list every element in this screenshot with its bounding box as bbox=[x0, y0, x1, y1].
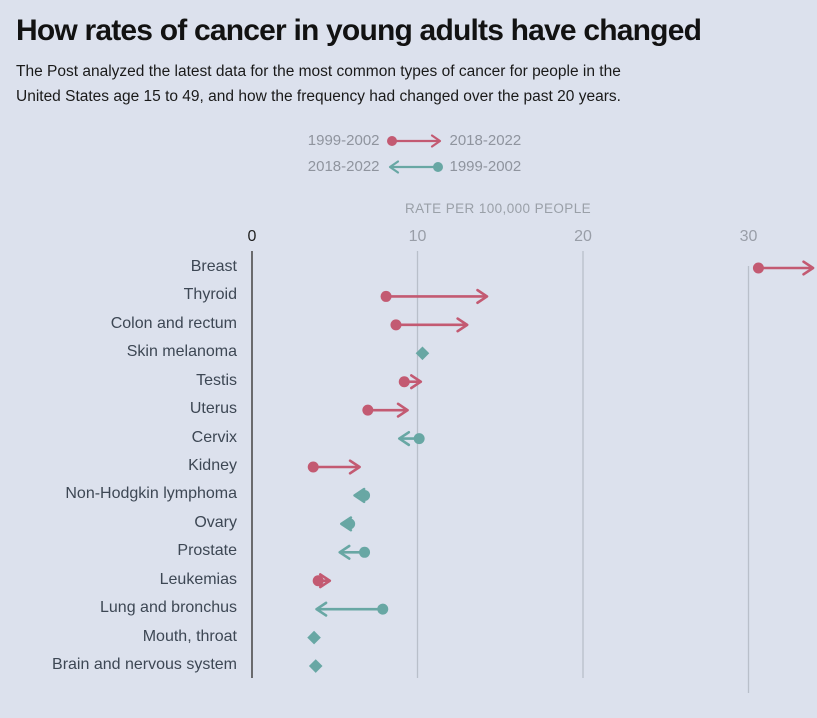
category-label-skin-melanoma: Skin melanoma bbox=[126, 343, 237, 361]
arrow-cervix bbox=[397, 430, 425, 447]
arrow-kidney bbox=[307, 459, 361, 475]
arrow-non-hodgkin-lymphoma bbox=[353, 487, 371, 504]
page-title: How rates of cancer in young adults have… bbox=[16, 14, 702, 47]
legend-decrease-from-label: 1999-2002 bbox=[449, 158, 522, 175]
legend: 1999-2002 2018-2022 2018-2022 1999-2002 bbox=[6, 128, 817, 179]
category-label-kidney: Kidney bbox=[188, 457, 237, 474]
category-label-lung-and-bronchus: Lung and bronchus bbox=[100, 599, 237, 617]
category-label-non-hodgkin-lymphoma: Non-Hodgkin lymphoma bbox=[65, 485, 237, 503]
category-label-prostate: Prostate bbox=[177, 542, 237, 560]
arrow-testis bbox=[398, 374, 423, 390]
legend-increase-from-label: 1999-2002 bbox=[307, 132, 380, 149]
category-label-mouth-throat: Mouth, throat bbox=[142, 627, 237, 645]
arrow-leukemias bbox=[312, 573, 332, 589]
arrow-mouth-throat bbox=[307, 630, 321, 645]
page-subtitle: The Post analyzed the latest data for th… bbox=[16, 60, 786, 109]
right-arrow-with-dot-icon bbox=[386, 133, 441, 148]
legend-row-increase: 1999-2002 2018-2022 bbox=[288, 128, 542, 153]
subtitle-line-1: The Post analyzed the latest data for th… bbox=[16, 63, 621, 80]
x-tick-label-20: 20 bbox=[574, 228, 592, 245]
x-tick-label-30: 30 bbox=[739, 228, 758, 245]
category-label-testis: Testis bbox=[196, 371, 237, 389]
category-label-leukemias: Leukemias bbox=[159, 570, 237, 588]
arrow-thyroid bbox=[380, 288, 489, 305]
arrow-breast bbox=[752, 260, 815, 276]
category-label-breast: Breast bbox=[190, 258, 237, 275]
category-label-ovary: Ovary bbox=[194, 513, 237, 531]
legend-increase-to-label: 2018-2022 bbox=[449, 132, 522, 149]
legend-row-decrease: 2018-2022 1999-2002 bbox=[288, 154, 542, 179]
category-label-thyroid: Thyroid bbox=[183, 286, 237, 304]
arrow-brain-and-nervous-system bbox=[308, 659, 323, 673]
left-arrow-with-dot-icon bbox=[388, 159, 443, 174]
category-label-cervix: Cervix bbox=[191, 428, 237, 446]
arrow-lung-and-bronchus bbox=[315, 601, 389, 617]
legend-decrease-to-label: 2018-2022 bbox=[307, 158, 380, 175]
arrow-colon-and-rectum bbox=[390, 317, 469, 333]
x-tick-label-10: 10 bbox=[408, 228, 427, 245]
arrow-skin-melanoma bbox=[415, 346, 430, 361]
arrow-prostate bbox=[338, 544, 371, 560]
category-label-colon-and-rectum: Colon and rectum bbox=[110, 314, 237, 332]
subtitle-line-2: United States age 15 to 49, and how the … bbox=[16, 87, 621, 105]
arrow-uterus bbox=[362, 402, 409, 418]
x-axis-title: RATE PER 100,000 PEOPLE bbox=[404, 201, 592, 216]
category-label-brain-and-nervous-system: Brain and nervous system bbox=[52, 656, 237, 674]
arrow-ovary bbox=[340, 516, 356, 532]
category-label-uterus: Uterus bbox=[189, 400, 237, 418]
x-tick-label-0: 0 bbox=[247, 228, 257, 245]
